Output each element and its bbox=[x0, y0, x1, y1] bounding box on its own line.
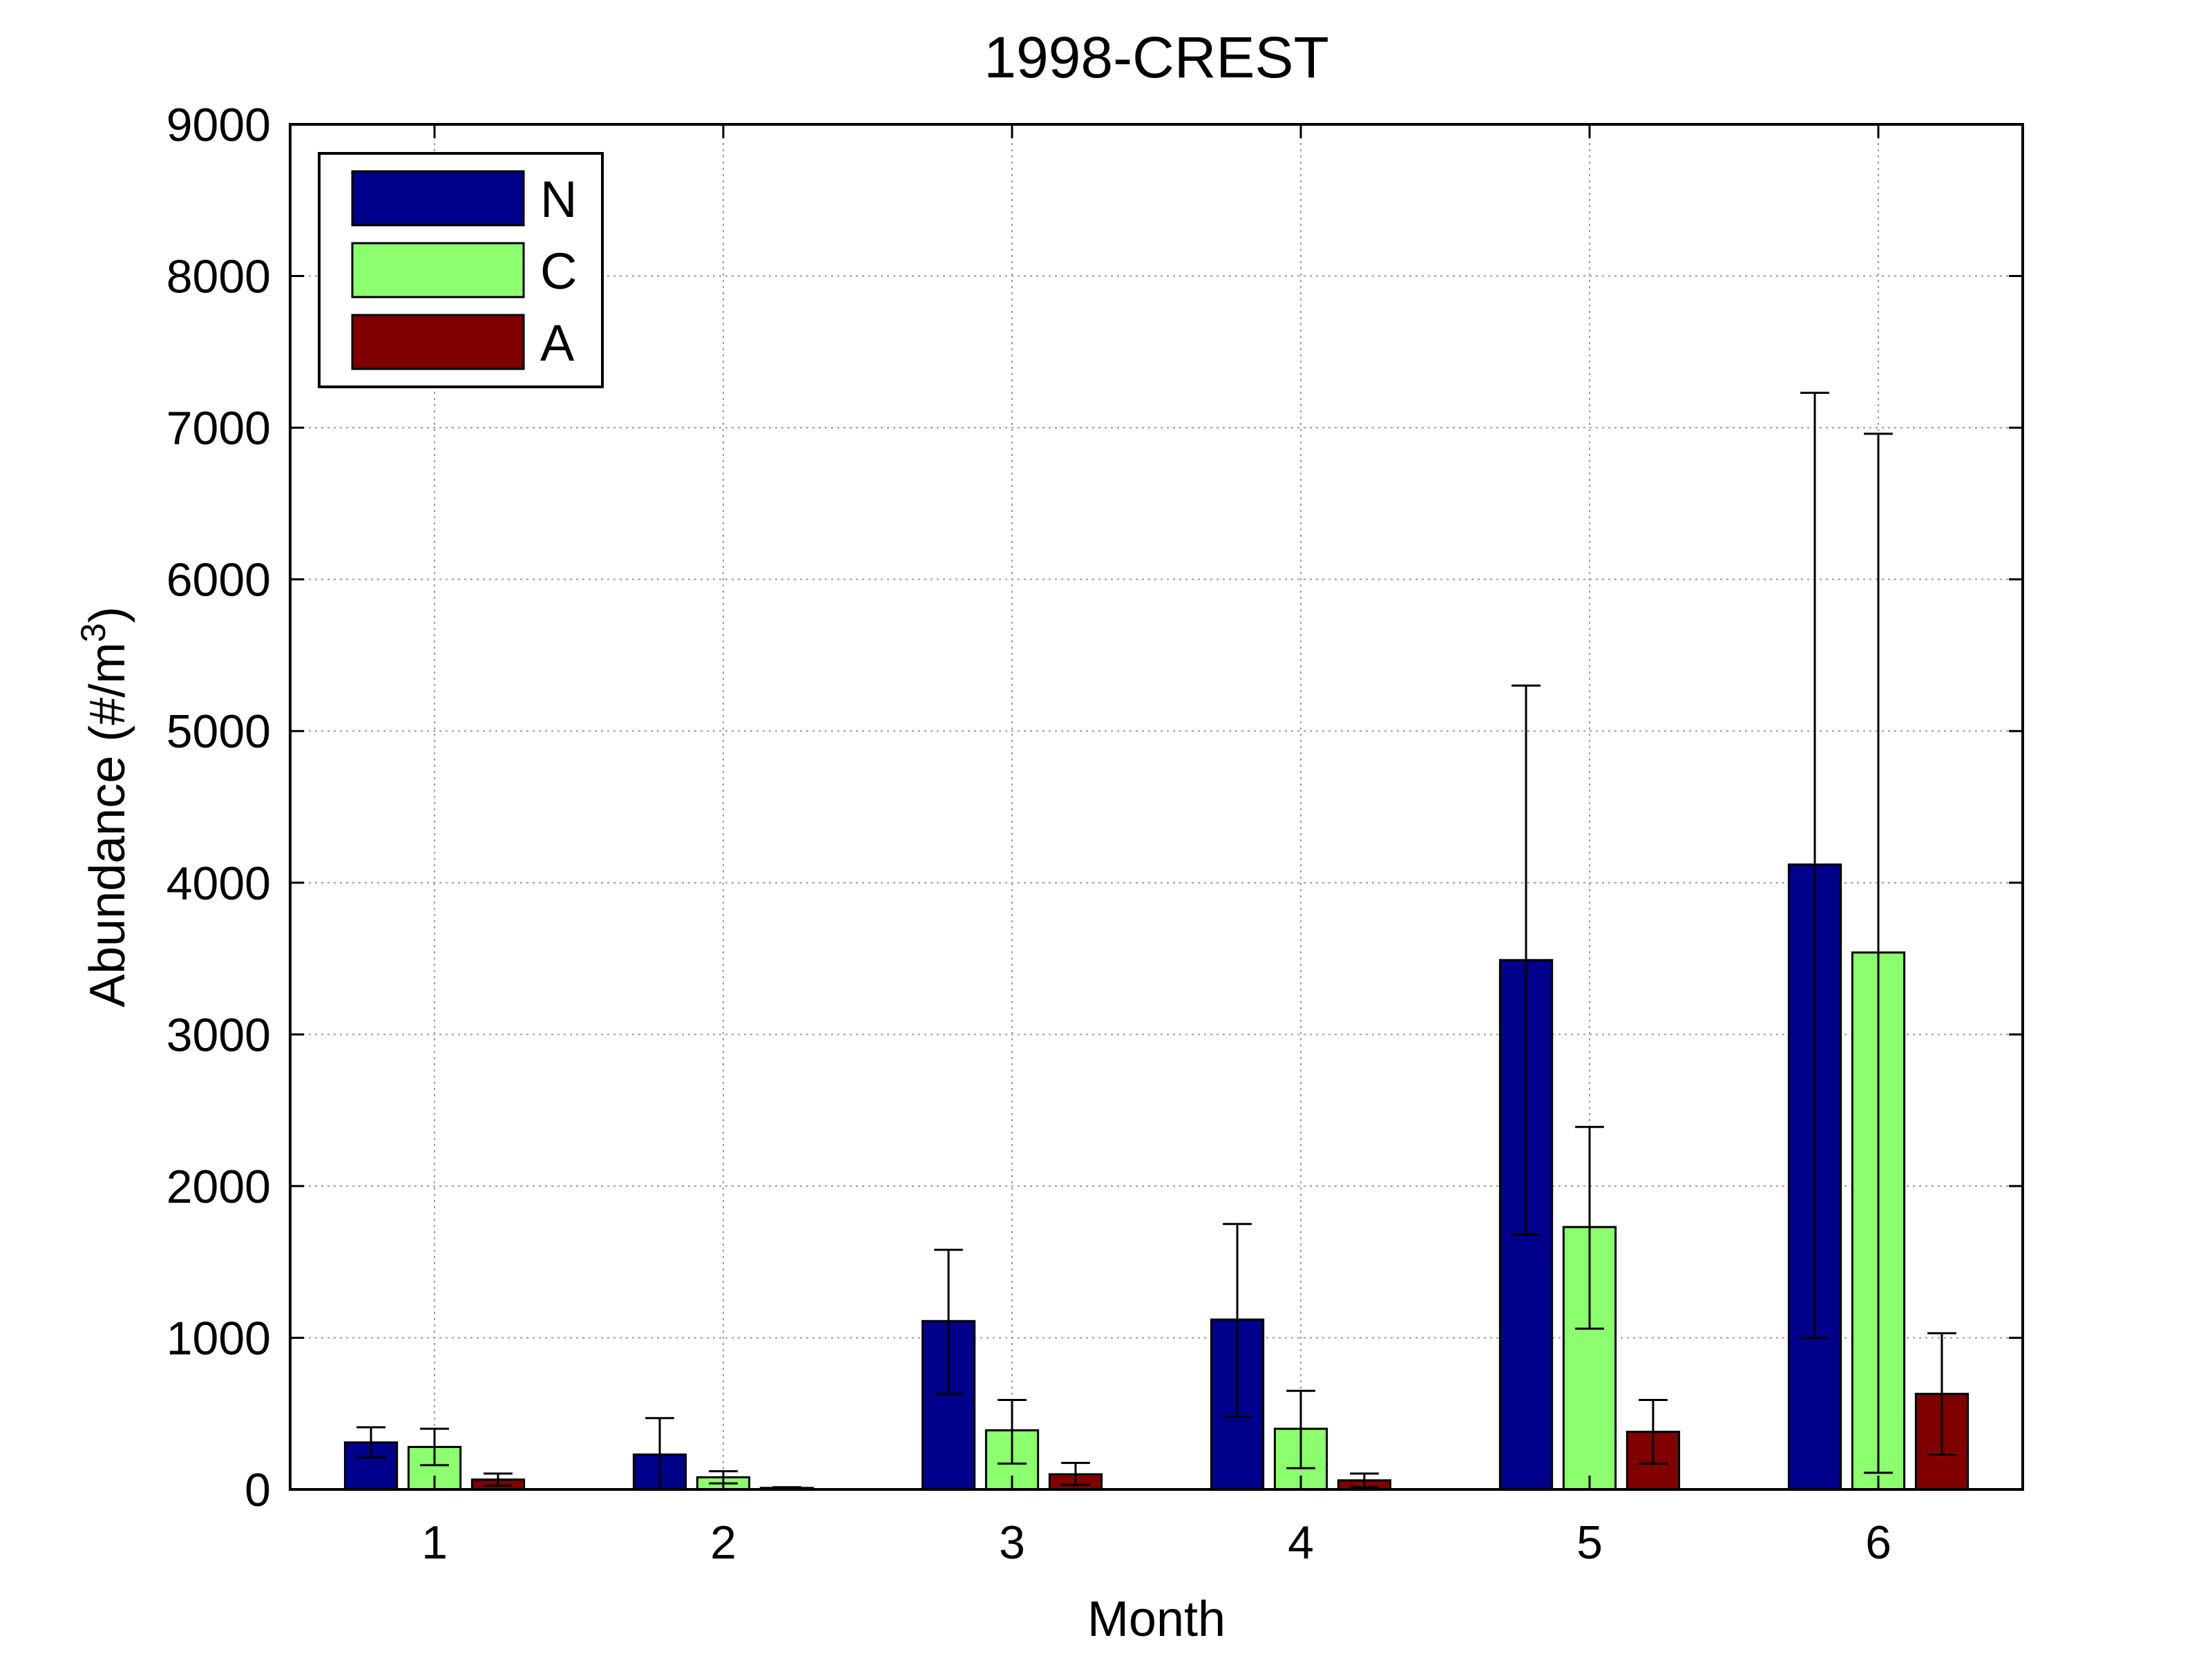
y-axis-label-superscript: 3 bbox=[74, 623, 113, 642]
x-axis-ticks: 1 2 3 4 5 6 bbox=[421, 124, 1891, 1569]
legend-swatch-N bbox=[351, 170, 525, 227]
y-tick-label: 8000 bbox=[166, 251, 271, 303]
x-tick-label: 4 bbox=[1288, 1516, 1314, 1569]
legend-label-C: C bbox=[540, 242, 577, 300]
error-bars-group bbox=[356, 392, 1956, 1491]
y-tick-label: 7000 bbox=[166, 402, 271, 455]
bars-group bbox=[343, 863, 1970, 1491]
chart-title: 1998-CREST bbox=[984, 25, 1329, 90]
y-axis-label-suffix: ) bbox=[80, 607, 135, 623]
y-axis-ticks: 0 1000 2000 3000 4000 5000 6000 7000 8000 9000 bbox=[166, 99, 2023, 1516]
x-tick-label: 2 bbox=[710, 1516, 736, 1569]
legend-swatch-C bbox=[351, 242, 525, 298]
legend: NCA bbox=[318, 152, 604, 388]
x-tick-label: 3 bbox=[999, 1516, 1025, 1569]
y-tick-label: 6000 bbox=[166, 554, 271, 607]
y-tick-label: 2000 bbox=[166, 1161, 271, 1213]
y-tick-label: 0 bbox=[245, 1464, 271, 1516]
x-tick-label: 5 bbox=[1576, 1516, 1603, 1569]
y-tick-label: 3000 bbox=[166, 1009, 271, 1061]
y-tick-label: 4000 bbox=[166, 857, 271, 910]
y-tick-label: 9000 bbox=[166, 99, 271, 151]
y-axis-label-main: Abundance (#/m bbox=[80, 642, 135, 1007]
legend-label-N: N bbox=[540, 171, 577, 228]
x-tick-label: 6 bbox=[1865, 1516, 1891, 1569]
y-axis-label: Abundance (#/m3) bbox=[74, 607, 135, 1007]
plot-area-frame bbox=[289, 123, 2024, 1491]
x-tick-label: 1 bbox=[421, 1516, 448, 1569]
x-axis-label: Month bbox=[1087, 1592, 1226, 1647]
legend-swatch-A bbox=[351, 314, 525, 370]
y-tick-label: 1000 bbox=[166, 1312, 271, 1364]
y-tick-label: 5000 bbox=[166, 705, 271, 758]
legend-label-A: A bbox=[540, 314, 575, 372]
